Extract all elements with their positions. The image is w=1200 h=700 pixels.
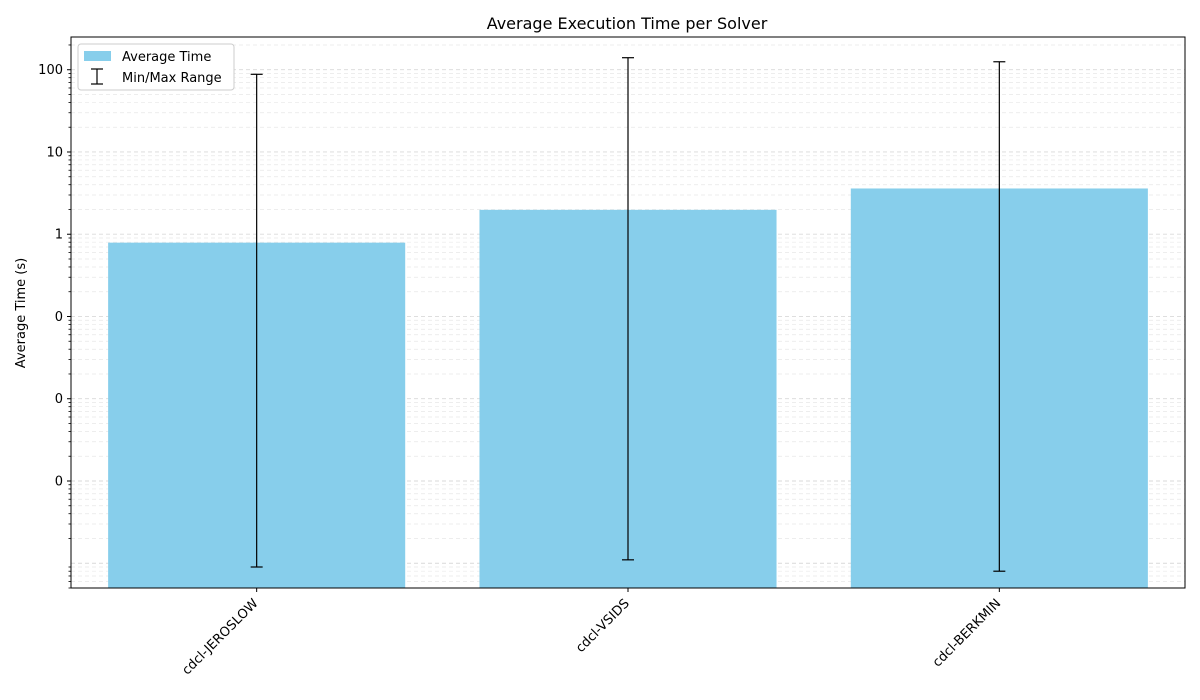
legend-swatch-average-time <box>84 51 111 61</box>
x-tick-label: cdcl-JEROSLOW <box>179 596 261 678</box>
error-bar-cdcl-jeroslow <box>250 73 263 568</box>
y-tick-label: 100 <box>38 63 63 78</box>
error-bar-cdcl-berkmin <box>993 61 1006 572</box>
y-axis: 0 0 0 1 10 100 <box>38 44 71 589</box>
legend-label-min-max-range: Min/Max Range <box>122 71 222 86</box>
error-bar-cdcl-vsids <box>622 57 634 561</box>
error-bars <box>250 57 1006 572</box>
x-axis: cdcl-JEROSLOW cdcl-VSIDS cdcl-BERKMIN <box>179 588 1004 678</box>
chart-title: Average Execution Time per Solver <box>487 14 768 33</box>
y-axis-label: Average Time (s) <box>14 258 29 368</box>
x-tick-label: cdcl-BERKMIN <box>930 596 1004 670</box>
legend-frame <box>77 43 235 91</box>
y-tick-label: 0 <box>55 310 63 325</box>
legend-label-average-time: Average Time <box>122 50 211 65</box>
y-tick-label: 1 <box>55 228 63 243</box>
y-tick-label: 0 <box>55 392 63 407</box>
y-tick-label: 0 <box>55 474 63 489</box>
legend: Average Time Min/Max Range <box>77 43 235 91</box>
x-tick-label: cdcl-VSIDS <box>573 596 633 656</box>
y-tick-label: 10 <box>46 145 63 160</box>
legend-swatch-min-max-range <box>91 68 103 85</box>
